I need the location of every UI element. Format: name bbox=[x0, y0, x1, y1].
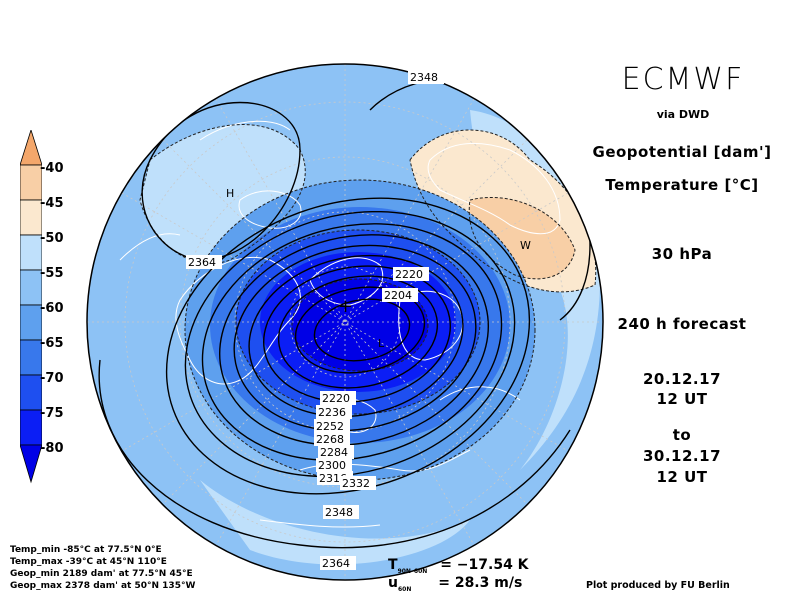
svg-text:2204: 2204 bbox=[384, 289, 412, 302]
valid-time: 12 UT bbox=[656, 468, 708, 486]
svg-text:2220: 2220 bbox=[395, 268, 423, 281]
svg-text:2252: 2252 bbox=[316, 420, 344, 433]
svg-text:2364: 2364 bbox=[188, 256, 216, 269]
colorbar-bottom-arrow bbox=[20, 444, 42, 484]
svg-text:2300: 2300 bbox=[318, 459, 346, 472]
temp-max-stat: Temp_max -39°C at 45°N 110°E bbox=[10, 557, 167, 567]
svg-text:2236: 2236 bbox=[318, 406, 346, 419]
graticule bbox=[87, 64, 603, 580]
contour-label: 2364 bbox=[186, 255, 222, 269]
contour-label: 2252 bbox=[314, 419, 350, 433]
to-label: to bbox=[672, 426, 692, 444]
temperature-area-light bbox=[200, 480, 470, 565]
colorbar-label: -55 bbox=[40, 266, 64, 281]
contour-label: 2348 bbox=[323, 505, 359, 519]
svg-text:2332: 2332 bbox=[342, 477, 370, 490]
svg-text:2348: 2348 bbox=[325, 506, 353, 519]
geop-min-stat: Geop_min 2189 dam' at 77.5°N 45°E bbox=[10, 569, 193, 579]
pressure-level: 30 hPa bbox=[651, 245, 713, 263]
contour-label: 2220 bbox=[320, 391, 356, 405]
colorbar bbox=[20, 130, 42, 484]
variable-geopotential: Geopotential [dam'] bbox=[592, 143, 772, 161]
contour-label: 2220 bbox=[393, 267, 429, 281]
forecast-hours: 240 h forecast bbox=[617, 315, 747, 333]
svg-text:2220: 2220 bbox=[322, 392, 350, 405]
valid-date: 30.12.17 bbox=[642, 447, 722, 465]
colorbar-label: -60 bbox=[40, 301, 64, 316]
contour-label: 2284 bbox=[318, 445, 354, 459]
t-value: = −17.54 K bbox=[440, 557, 529, 573]
low-pressure-label: L bbox=[378, 337, 385, 350]
colorbar-label: -70 bbox=[40, 371, 64, 386]
variable-temperature: Temperature [°C] bbox=[605, 176, 759, 194]
colorbar-label: -45 bbox=[40, 196, 64, 211]
u-symbol: u bbox=[388, 575, 398, 591]
warm-label: W bbox=[520, 239, 531, 252]
geop-max-stat: Geop_max 2378 dam' at 50°N 135°W bbox=[10, 581, 196, 591]
t-subscript: 90N–60N bbox=[397, 567, 428, 575]
temperature-average: T90N–60N = −17.54 K bbox=[388, 557, 529, 575]
u-value: = 28.3 m/s bbox=[438, 575, 523, 591]
u-subscript: 60N bbox=[397, 585, 412, 593]
contour-label: 2332 bbox=[340, 476, 376, 490]
wind-average: u60N = 28.3 m/s bbox=[388, 575, 522, 593]
colorbar-label: -65 bbox=[40, 336, 64, 351]
model-title: ECMWF bbox=[621, 62, 745, 97]
svg-text:2284: 2284 bbox=[320, 446, 348, 459]
high-pressure-label: H bbox=[226, 187, 234, 200]
colorbar-label: -40 bbox=[40, 161, 64, 176]
contour-label: 2204 bbox=[382, 288, 418, 302]
init-date: 20.12.17 bbox=[642, 370, 722, 388]
svg-text:2348: 2348 bbox=[410, 71, 438, 84]
cold-marker: + bbox=[338, 296, 353, 317]
credit-text: Plot produced by FU Berlin bbox=[586, 580, 730, 591]
contour-label: 2300 bbox=[316, 458, 352, 472]
init-time: 12 UT bbox=[656, 390, 708, 408]
contour-label: 2268 bbox=[314, 432, 350, 446]
contour-label: 2364 bbox=[320, 556, 356, 570]
globe-border bbox=[86, 63, 604, 581]
svg-text:2268: 2268 bbox=[316, 433, 344, 446]
colorbar-label: -80 bbox=[40, 441, 64, 456]
colorbar-label: -50 bbox=[40, 231, 64, 246]
t-symbol: T bbox=[388, 557, 398, 573]
contour-label: 2236 bbox=[316, 405, 352, 419]
temp-min-stat: Temp_min -85°C at 77.5°N 0°E bbox=[10, 545, 162, 555]
contour-label: 2348 bbox=[408, 70, 444, 84]
colorbar-label: -75 bbox=[40, 406, 64, 421]
svg-text:2364: 2364 bbox=[322, 557, 350, 570]
source-label: via DWD bbox=[656, 108, 710, 121]
